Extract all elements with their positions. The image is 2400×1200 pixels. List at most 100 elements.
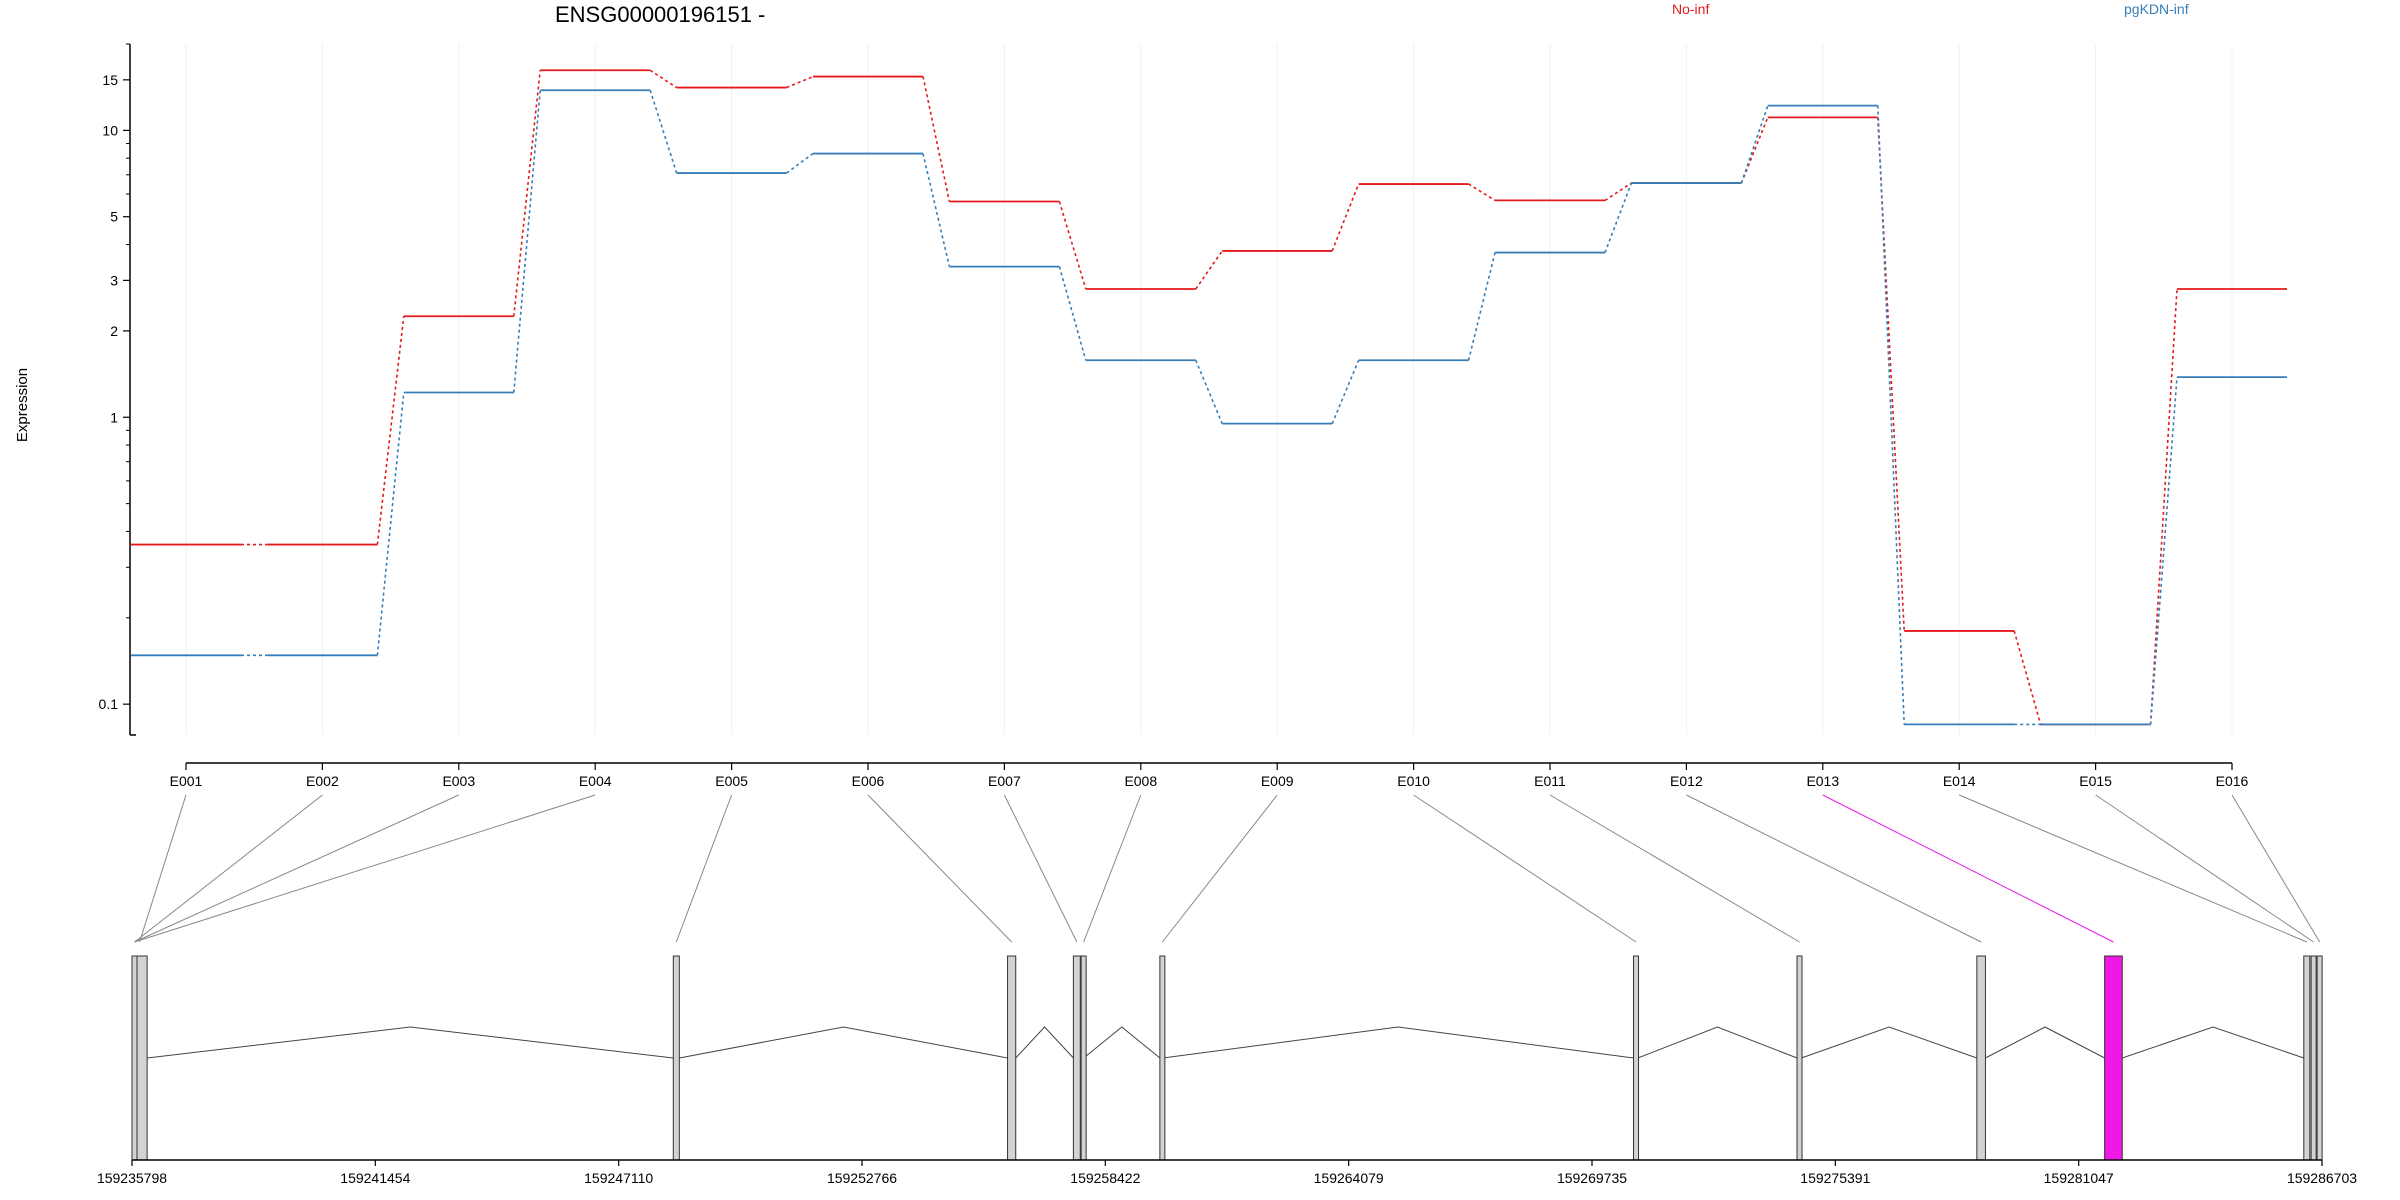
connector-e001 (139, 794, 187, 943)
series-connector (2013, 630, 2042, 725)
connector-e004 (134, 794, 596, 943)
coord-tick-label: 159252766 (827, 1170, 897, 1186)
intron-3 (1015, 1026, 1074, 1059)
series-connector (1877, 105, 1905, 725)
connector-e002 (134, 794, 323, 943)
exon-box-e009 (1159, 955, 1166, 1161)
connector-e005 (675, 794, 733, 943)
connector-e007 (1003, 794, 1078, 943)
series-connector (1740, 105, 1769, 184)
series-connector (1740, 117, 1769, 184)
x-tick-label-e003: E003 (442, 773, 475, 789)
coord-tick-label: 159235798 (97, 1170, 167, 1186)
series-pgkdn-inf (131, 89, 2287, 726)
gridlines (185, 44, 2233, 735)
connector-e013 (1822, 794, 2114, 943)
intron-4 (1083, 1026, 1161, 1059)
series-connector (922, 76, 951, 202)
intron-2 (679, 1026, 1008, 1059)
series-connector (786, 152, 814, 174)
x-tick-label-e007: E007 (988, 773, 1021, 789)
series-connector (1604, 182, 1632, 202)
series-connector (786, 75, 814, 89)
coord-tick-label: 159275391 (1800, 1170, 1870, 1186)
exon-box-e006 (1007, 955, 1017, 1161)
gene-model (131, 955, 2323, 1161)
series-connector (1195, 359, 1223, 424)
connector-e014 (1959, 794, 2308, 943)
x-tick-label-e005: E005 (715, 773, 748, 789)
coord-tick-label: 159264079 (1314, 1170, 1384, 1186)
exon-box-e014 (2303, 955, 2311, 1161)
series-connector (376, 316, 405, 545)
exon-box-e013 (2104, 955, 2123, 1161)
connector-e012 (1686, 794, 1982, 943)
connector-e011 (1549, 794, 1800, 943)
exon-box-e008 (1080, 955, 1087, 1161)
series-connector (1058, 201, 1087, 290)
exon-box-e011 (1796, 955, 1803, 1161)
x-tick-label-e014: E014 (1943, 773, 1976, 789)
series-no-inf (131, 69, 2287, 726)
y-tick-label: 10 (102, 122, 118, 138)
connector-e008 (1083, 794, 1142, 943)
coord-tick-label: 159286703 (2287, 1170, 2357, 1186)
series-connector (376, 392, 405, 656)
x-tick-label-e010: E010 (1397, 773, 1430, 789)
connector-e015 (2095, 794, 2314, 943)
series-layer (131, 69, 2287, 726)
y-axis-label: Expression (14, 368, 31, 442)
coord-tick-label: 159247110 (584, 1170, 653, 1186)
series-connector (1877, 117, 1905, 631)
exon-connectors (134, 794, 2321, 943)
series-connector (2149, 288, 2178, 725)
intron-9 (2122, 1026, 2304, 1059)
x-tick-label-e006: E006 (852, 773, 885, 789)
series-connector (1331, 183, 1360, 252)
intron-7 (1801, 1026, 1978, 1059)
series-connector (1468, 183, 1496, 202)
x-tick-label-e001: E001 (170, 773, 203, 789)
series-connector (649, 69, 678, 89)
y-tick-label: 0.1 (99, 696, 119, 712)
series-connector (1058, 266, 1087, 361)
y-tick-label: 2 (110, 323, 118, 339)
coord-tick-label: 159241454 (340, 1170, 410, 1186)
coord-tick-label: 159258422 (1070, 1170, 1140, 1186)
exon-box-e015 (2310, 955, 2317, 1161)
x-tick-label-e012: E012 (1670, 773, 1703, 789)
y-tick-label: 1 (110, 409, 118, 425)
x-tick-label-e015: E015 (2079, 773, 2112, 789)
exon-box-e010 (1633, 955, 1640, 1161)
exon-box-e005 (672, 955, 680, 1161)
series-connector (513, 90, 541, 393)
series-connector (1331, 359, 1360, 424)
x-tick-label-e002: E002 (306, 773, 339, 789)
chart-title: ENSG00000196151 - (555, 2, 765, 27)
series-connector (1604, 182, 1633, 253)
intron-1 (147, 1026, 674, 1059)
x-tick-label-e016: E016 (2216, 773, 2249, 789)
exon-box-e004 (131, 955, 138, 1161)
x-tick-label-e004: E004 (579, 773, 612, 789)
intron-5 (1162, 1026, 1634, 1059)
x-tick-label-e008: E008 (1124, 773, 1157, 789)
y-tick-label: 15 (102, 72, 118, 88)
exon-box-e016 (2316, 955, 2323, 1161)
connector-e003 (134, 794, 460, 943)
legend-entry-pgkdn-inf: pgKDN-inf (2124, 1, 2189, 17)
x-tick-label-e011: E011 (1534, 773, 1566, 789)
coord-tick-label: 159281047 (2044, 1170, 2114, 1186)
connector-e009 (1161, 794, 1278, 943)
connector-e016 (2231, 794, 2321, 943)
series-connector (649, 89, 678, 174)
x-tick-label-e009: E009 (1261, 773, 1294, 789)
y-axis: 0.1 1 2 3 5 10 15 (99, 43, 136, 736)
connector-e010 (1413, 794, 1637, 943)
exon-box-e012 (1976, 955, 1986, 1161)
genomic-coordinate-axis: 159235798 159241454 159247110 159252766 1592… (97, 1159, 2357, 1186)
series-connector (2149, 377, 2178, 725)
x-tick-label-e013: E013 (1806, 773, 1839, 789)
series-connector (922, 153, 951, 267)
